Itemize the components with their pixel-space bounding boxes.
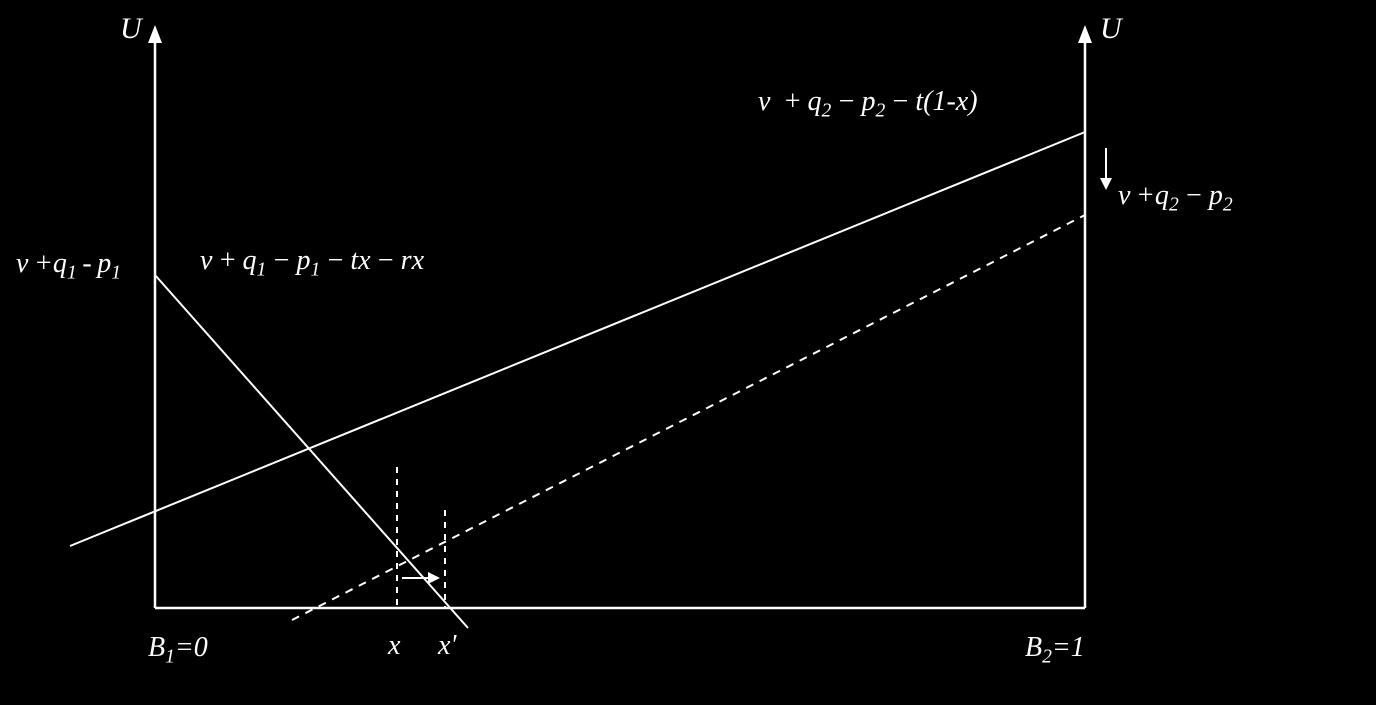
- right-intercept-label: v +q2 − p2: [1118, 180, 1233, 217]
- shift-down-arrow-head: [1100, 178, 1112, 190]
- origin-left-label: B1=0: [148, 632, 208, 669]
- x-prime-indifferent-label: x': [438, 630, 456, 662]
- right-u-axis-arrow: [1078, 25, 1092, 43]
- firm1-equation-label: v + q1 − p1 − tx − rx: [200, 245, 424, 282]
- left-intercept-label: v +q1 - p1: [16, 248, 121, 285]
- firm1-utility-line: [155, 275, 468, 628]
- left-u-axis-arrow: [148, 25, 162, 43]
- shift-right-arrow-head: [428, 572, 440, 584]
- left-axis-label: U: [120, 12, 142, 46]
- origin-right-label: B2=1: [1025, 632, 1085, 669]
- x-indifferent-label: x: [388, 630, 400, 662]
- firm2-equation-label: v + q2 − p2 − t(1-x): [758, 86, 978, 123]
- right-axis-label: U: [1100, 12, 1122, 46]
- hotelling-diagram: [0, 0, 1376, 705]
- firm2-utility-line: [70, 132, 1085, 546]
